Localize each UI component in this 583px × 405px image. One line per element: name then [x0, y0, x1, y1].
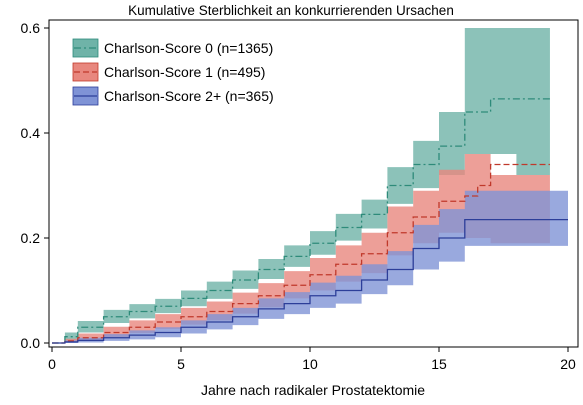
legend: Charlson-Score 0 (n=1365) Charlson-Score … — [72, 38, 274, 106]
series-line-1 — [52, 98, 550, 344]
y-tick-label: 0.0 — [21, 335, 41, 351]
y-tick-label: 0.2 — [21, 230, 41, 246]
series-line-3 — [52, 218, 568, 344]
x-axis-label: Jahre nach radikaler Prostatektomie — [201, 382, 425, 398]
legend-label-1: Charlson-Score 0 (n=1365) — [104, 40, 273, 56]
x-tick-label: 0 — [48, 356, 56, 372]
series-line-2 — [52, 163, 550, 344]
x-tick-label: 5 — [177, 356, 185, 372]
confidence-band-2 — [52, 154, 550, 343]
series-lines — [52, 98, 568, 344]
confidence-band-3 — [52, 190, 568, 343]
y-tick-label: 0.4 — [21, 125, 41, 141]
chart-title: Kumulative Sterblichkeit an konkurrieren… — [128, 3, 454, 18]
y-tick-label: 0.6 — [21, 20, 41, 36]
x-tick-label: 15 — [431, 356, 447, 372]
confidence-bands — [52, 28, 568, 343]
x-tick-label: 20 — [560, 356, 576, 372]
x-tick-label: 10 — [302, 356, 318, 372]
legend-label-2: Charlson-Score 1 (n=495) — [104, 64, 265, 80]
confidence-band-1 — [52, 28, 550, 343]
plot-frame — [48, 19, 579, 348]
x-axis: 0 5 10 15 20 — [48, 347, 576, 372]
legend-label-3: Charlson-Score 2+ (n=365) — [104, 88, 274, 104]
y-axis: 0.0 0.2 0.4 0.6 — [21, 20, 49, 351]
